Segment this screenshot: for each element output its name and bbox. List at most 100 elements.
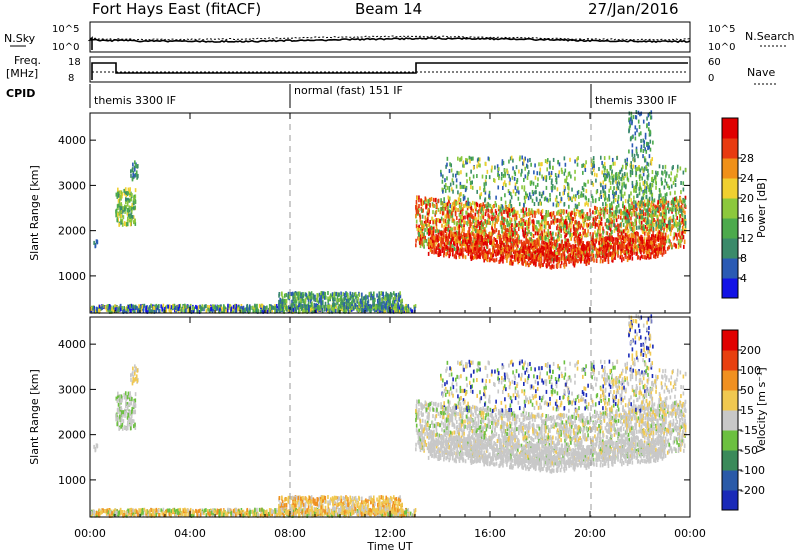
power-cell xyxy=(506,240,508,244)
power-cell xyxy=(156,309,158,313)
power-cell xyxy=(436,218,438,222)
power-cell xyxy=(674,232,676,236)
power-cell xyxy=(683,226,685,230)
power-cell xyxy=(432,210,434,214)
power-cell xyxy=(610,245,612,249)
power-cell xyxy=(525,263,527,267)
power-cell xyxy=(116,218,118,222)
power-cell xyxy=(422,215,424,219)
power-cell xyxy=(580,224,582,228)
power-cell xyxy=(127,216,129,220)
power-cell xyxy=(677,228,679,232)
power-cell xyxy=(407,309,409,313)
power-cell xyxy=(466,211,468,215)
power-cell xyxy=(678,239,680,243)
power-cell xyxy=(129,206,131,210)
power-cell xyxy=(494,259,496,263)
power-cell xyxy=(536,249,538,253)
power-cell xyxy=(365,294,367,298)
power-cell xyxy=(446,227,448,231)
power-cell xyxy=(443,207,445,211)
power-cell xyxy=(535,231,537,235)
power-cell xyxy=(578,242,580,246)
power-cell xyxy=(129,304,131,308)
power-cell xyxy=(431,243,433,247)
power-cell xyxy=(564,265,566,269)
power-cell xyxy=(534,240,536,244)
power-cell xyxy=(427,209,429,213)
power-cell xyxy=(630,217,632,221)
power-cell xyxy=(441,224,443,228)
power-cell xyxy=(441,217,443,221)
power-cell xyxy=(503,219,505,223)
power-cell xyxy=(331,307,333,311)
power-cell xyxy=(236,304,238,308)
power-cell xyxy=(505,205,507,209)
power-cell xyxy=(347,306,349,310)
power-cell xyxy=(500,221,502,225)
power-cell xyxy=(497,235,499,239)
power-cell xyxy=(557,224,559,228)
power-cell xyxy=(582,219,584,223)
power-cell xyxy=(117,213,119,217)
power-cell xyxy=(497,252,499,256)
power-cell xyxy=(385,303,387,307)
power-cell xyxy=(424,228,426,232)
power-cell xyxy=(668,239,670,243)
power-cell xyxy=(116,307,118,311)
power-cell xyxy=(310,303,312,307)
power-cell xyxy=(547,221,549,225)
power-cell xyxy=(565,258,567,262)
power-cell xyxy=(361,303,363,307)
power-cell xyxy=(261,304,263,308)
power-cell xyxy=(445,219,447,223)
power-cell xyxy=(135,188,137,192)
power-cell xyxy=(428,228,430,232)
power-cell xyxy=(352,292,354,296)
power-cell xyxy=(389,295,391,299)
power-cell xyxy=(648,235,650,239)
power-cell xyxy=(166,309,168,313)
power-cell xyxy=(444,228,446,232)
power-cell xyxy=(675,244,677,248)
power-cell xyxy=(595,206,597,210)
power-cell xyxy=(552,252,554,256)
power-cell xyxy=(559,231,561,235)
power-cell xyxy=(317,306,319,310)
power-cell xyxy=(528,222,530,226)
power-cell xyxy=(499,239,501,243)
power-cell xyxy=(333,293,335,297)
power-cell xyxy=(650,213,652,217)
power-cell xyxy=(373,291,375,295)
power-cell xyxy=(516,223,518,227)
power-cell xyxy=(145,306,147,310)
power-cell xyxy=(140,305,142,309)
power-cell xyxy=(557,255,559,259)
power-cell xyxy=(512,233,514,237)
power-cell xyxy=(448,224,450,228)
power-cell xyxy=(122,206,124,210)
power-cell xyxy=(433,243,435,247)
power-cell xyxy=(657,201,659,205)
power-cell xyxy=(238,307,240,311)
power-cell xyxy=(602,231,604,235)
power-cell xyxy=(495,218,497,222)
power-cell xyxy=(557,247,559,251)
power-cell xyxy=(477,229,479,233)
power-cell xyxy=(532,214,534,218)
power-cell xyxy=(460,215,462,219)
power-cell xyxy=(324,305,326,309)
power-cell xyxy=(300,293,302,297)
power-cell xyxy=(415,243,417,247)
power-cell xyxy=(436,210,438,214)
power-cell xyxy=(141,305,143,309)
power-cell xyxy=(463,228,465,232)
power-cell xyxy=(305,300,307,304)
power-cell xyxy=(324,292,326,296)
power-cell xyxy=(586,223,588,227)
power-cell xyxy=(668,234,670,238)
power-cell xyxy=(429,220,431,224)
power-cell xyxy=(453,206,455,210)
power-cell xyxy=(129,215,131,219)
power-cell xyxy=(134,206,136,210)
